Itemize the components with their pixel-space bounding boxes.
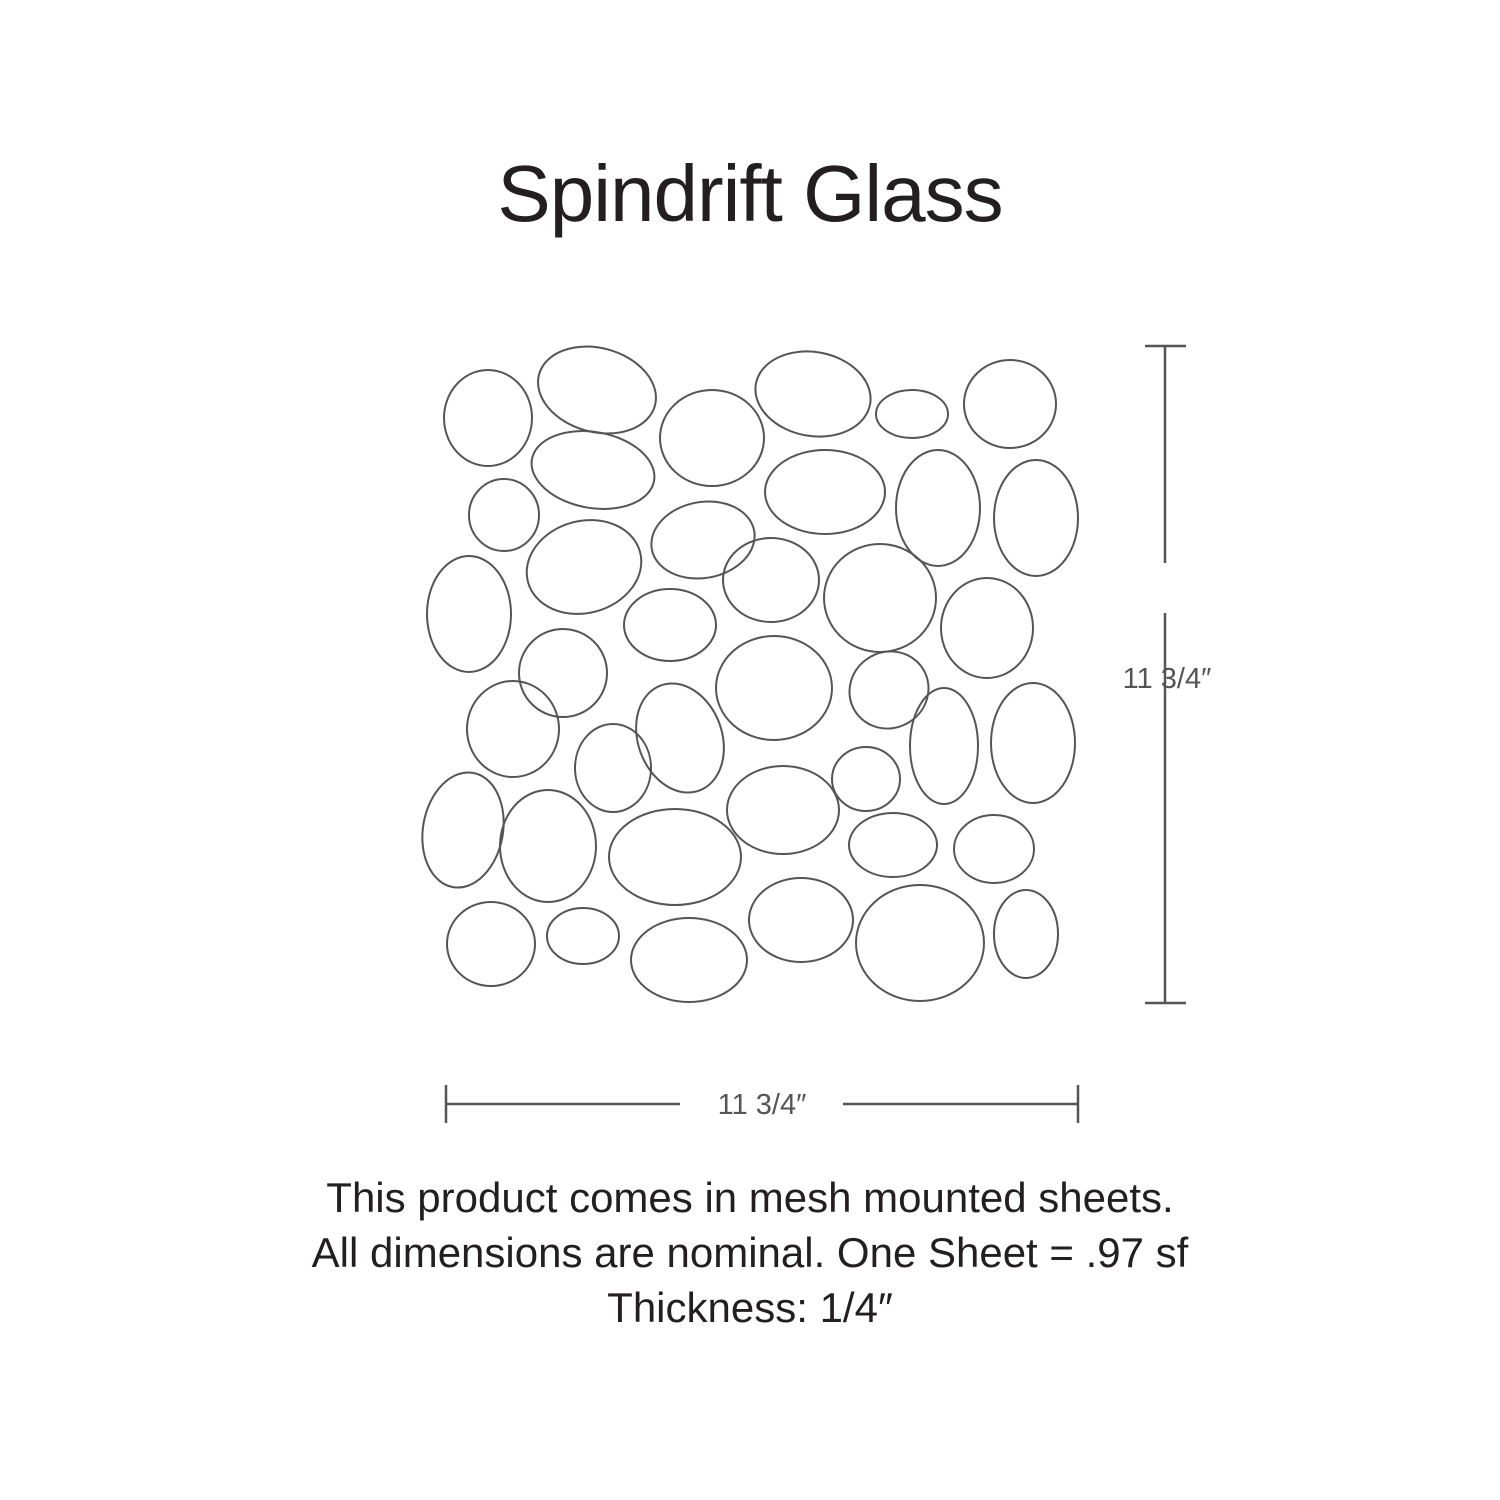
- pebble-tile: [993, 889, 1059, 979]
- product-notes: This product comes in mesh mounted sheet…: [0, 1170, 1500, 1335]
- pebble-tile: [993, 459, 1079, 577]
- pebble-tile: [608, 808, 742, 906]
- pebble-tile: [446, 901, 536, 987]
- height-dimension-label: 11 3/4″: [1123, 663, 1212, 695]
- pebble-tile: [630, 917, 748, 1003]
- pebble-tile: [499, 789, 597, 903]
- pebble-tile: [895, 449, 981, 567]
- pebble-tile: [546, 907, 620, 965]
- pebble-tile: [940, 577, 1034, 679]
- pebble-tile: [953, 814, 1035, 884]
- pebble-tile: [848, 650, 930, 730]
- pebble-tile: [875, 389, 949, 439]
- pebble-tile: [650, 500, 756, 580]
- note-thickness: Thickness: 1/4″: [607, 1284, 893, 1331]
- pebble-tile: [909, 687, 979, 805]
- pebble-tile: [722, 537, 820, 623]
- pebble-tile: [468, 478, 540, 552]
- width-dimension-label: 11 3/4″: [718, 1089, 807, 1121]
- pebble-tile: [635, 682, 725, 794]
- pebble-tile: [426, 555, 512, 673]
- product-title: Spindrift Glass: [497, 149, 1003, 238]
- note-mesh-mounted: This product comes in mesh mounted sheet…: [326, 1174, 1174, 1221]
- pebble-tile: [963, 359, 1057, 449]
- pebble-tile: [848, 812, 938, 878]
- pebble-tile: [990, 682, 1076, 804]
- pebble-tile: [443, 369, 533, 467]
- pebble-tile: [754, 350, 872, 438]
- pebble-tile: [525, 519, 643, 615]
- pebble-tile: [726, 765, 840, 855]
- pebble-group: [421, 345, 1079, 1003]
- pebble-tile: [518, 628, 608, 718]
- pebble-tile: [764, 449, 886, 535]
- pebble-tile: [623, 588, 717, 662]
- pebble-tile: [466, 680, 560, 778]
- pebble-tile: [421, 771, 505, 889]
- pebble-tile: [823, 543, 937, 653]
- pebble-tile: [537, 345, 657, 435]
- pebble-tile: [831, 746, 901, 812]
- pebble-tile: [748, 877, 854, 963]
- width-dimension: [444, 1085, 1080, 1123]
- height-dimension: [1145, 344, 1186, 1005]
- pebble-tile: [574, 723, 652, 813]
- pebble-tile: [659, 389, 765, 487]
- pebble-tile: [715, 635, 833, 741]
- note-nominal-coverage: All dimensions are nominal. One Sheet = …: [311, 1229, 1189, 1276]
- pebble-tile: [855, 884, 985, 1002]
- pebble-tile: [530, 430, 656, 510]
